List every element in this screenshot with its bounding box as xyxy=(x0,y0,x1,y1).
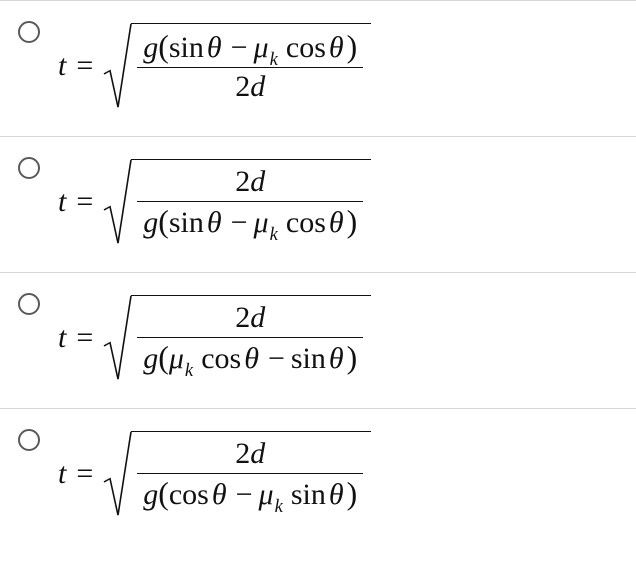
fraction: g(sinθ−μkcosθ) 2d xyxy=(133,27,367,106)
option-row: t = 2d g(cosθ−μksinθ) xyxy=(0,408,636,544)
radio-option-2[interactable] xyxy=(18,157,40,179)
theta: θ xyxy=(241,342,262,376)
mu: μ xyxy=(169,342,184,376)
option-row: t = 2d g(μkcosθ−sinθ) xyxy=(0,272,636,408)
g: g xyxy=(143,206,158,240)
equals-sign: = xyxy=(66,49,103,83)
radical-icon xyxy=(103,431,131,516)
g: g xyxy=(143,478,158,512)
lparen: ( xyxy=(158,476,169,512)
equals-sign: = xyxy=(66,321,103,355)
fraction: 2d g(sinθ−μkcosθ) xyxy=(133,163,367,242)
lparen: ( xyxy=(158,29,169,65)
two: 2 xyxy=(235,301,250,335)
minus: − xyxy=(225,31,254,65)
var-t: t xyxy=(58,49,66,83)
mu: μ xyxy=(259,478,274,512)
var-t: t xyxy=(58,185,66,219)
theta: θ xyxy=(326,478,347,512)
sub-k: k xyxy=(270,49,278,71)
formula: t = 2d g(cosθ−μksinθ) xyxy=(58,427,626,516)
var-t: t xyxy=(58,321,66,355)
sin: sin xyxy=(291,478,326,512)
var-t: t xyxy=(58,457,66,491)
minus: − xyxy=(230,478,259,512)
sqrt: 2d g(μkcosθ−sinθ) xyxy=(103,295,371,380)
radio-option-3[interactable] xyxy=(18,293,40,315)
cos: cos xyxy=(201,342,241,376)
mu: μ xyxy=(254,206,269,240)
sub-k: k xyxy=(275,496,283,518)
g: g xyxy=(143,342,158,376)
theta: θ xyxy=(204,206,225,240)
formula: t = 2d g(μkcosθ−sinθ) xyxy=(58,291,626,380)
theta: θ xyxy=(326,342,347,376)
theta: θ xyxy=(204,31,225,65)
fraction: 2d g(μkcosθ−sinθ) xyxy=(133,299,367,378)
equals-sign: = xyxy=(66,457,103,491)
sin: sin xyxy=(169,206,204,240)
lparen: ( xyxy=(158,204,169,240)
radical-icon xyxy=(103,23,131,108)
d: d xyxy=(250,70,265,104)
rparen: ) xyxy=(347,29,358,65)
sqrt: g(sinθ−μkcosθ) 2d xyxy=(103,23,371,108)
two: 2 xyxy=(235,70,250,104)
radical-icon xyxy=(103,159,131,244)
d: d xyxy=(250,437,265,471)
option-row: t = 2d g(sinθ−μkcosθ) xyxy=(0,136,636,272)
minus: − xyxy=(225,206,254,240)
formula: t = g(sinθ−μkcosθ) 2d xyxy=(58,19,626,108)
cos: cos xyxy=(286,206,326,240)
radio-option-1[interactable] xyxy=(18,21,40,43)
theta: θ xyxy=(326,31,347,65)
sin: sin xyxy=(291,342,326,376)
g: g xyxy=(143,31,158,65)
cos: cos xyxy=(169,478,209,512)
d: d xyxy=(250,165,265,199)
theta: θ xyxy=(209,478,230,512)
lparen: ( xyxy=(158,340,169,376)
two: 2 xyxy=(235,437,250,471)
radio-option-4[interactable] xyxy=(18,429,40,451)
minus: − xyxy=(262,342,291,376)
d: d xyxy=(250,301,265,335)
theta: θ xyxy=(326,206,347,240)
formula: t = 2d g(sinθ−μkcosθ) xyxy=(58,155,626,244)
rparen: ) xyxy=(347,476,358,512)
mu: μ xyxy=(254,31,269,65)
rparen: ) xyxy=(347,340,358,376)
sub-k: k xyxy=(185,360,193,382)
fraction: 2d g(cosθ−μksinθ) xyxy=(133,435,367,514)
cos: cos xyxy=(286,31,326,65)
sqrt: 2d g(cosθ−μksinθ) xyxy=(103,431,371,516)
rparen: ) xyxy=(347,204,358,240)
equals-sign: = xyxy=(66,185,103,219)
option-row: t = g(sinθ−μkcosθ) 2d xyxy=(0,0,636,136)
sin: sin xyxy=(169,31,204,65)
sub-k: k xyxy=(270,224,278,246)
radical-icon xyxy=(103,295,131,380)
sqrt: 2d g(sinθ−μkcosθ) xyxy=(103,159,371,244)
two: 2 xyxy=(235,165,250,199)
